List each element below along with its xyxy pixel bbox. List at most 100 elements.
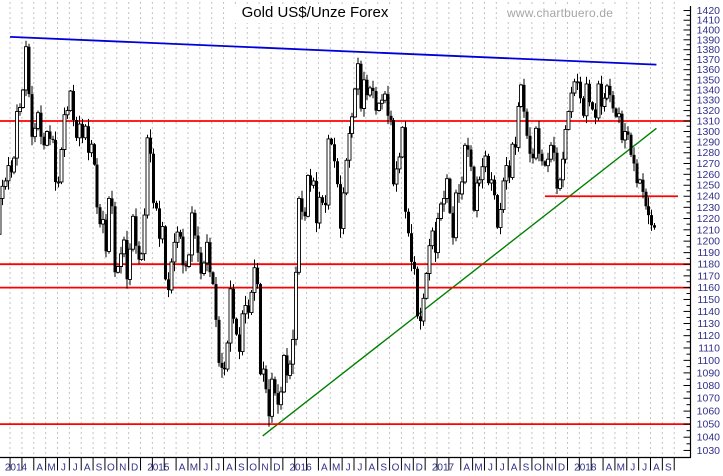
y-tick-label: 1290 [697, 137, 721, 149]
y-tick-label: 1410 [697, 15, 721, 27]
candle-bodies-down [10, 46, 656, 417]
y-tick-label: 1310 [697, 116, 721, 128]
x-month-label: J [642, 463, 647, 474]
y-tick-label: 1220 [697, 213, 721, 225]
y-tick-label: 1180 [697, 259, 720, 271]
y-tick-label: 1090 [697, 367, 721, 379]
x-month-label: A [84, 463, 91, 474]
x-month-label: J [215, 463, 220, 474]
x-month-label: D [273, 463, 280, 474]
x-month-label: A [368, 463, 375, 474]
grid-layer [9, 2, 675, 458]
y-tick-label: 1280 [697, 147, 721, 159]
x-month-label: O [249, 463, 257, 474]
x-month-label: A [226, 463, 233, 474]
y-tick-label: 1270 [697, 158, 721, 170]
x-month-label: N [546, 463, 553, 474]
axes-layer [0, 6, 692, 471]
x-month-label: J [357, 463, 362, 474]
candle-bodies-up [0, 46, 642, 417]
y-tick-label: 1080 [697, 380, 721, 392]
x-month-label: M [617, 463, 625, 474]
y-tick-label: 1040 [697, 432, 721, 444]
y-tick-label: 1130 [697, 318, 720, 330]
x-month-label: N [119, 463, 126, 474]
x-month-label: J [488, 463, 493, 474]
x-month-label: A [511, 463, 518, 474]
y-tick-label: 1140 [697, 306, 720, 318]
y-tick-label: 1330 [697, 95, 721, 107]
y-tick-label: 1150 [697, 294, 720, 306]
x-year-label: 2018 [574, 463, 597, 474]
y-tick-label: 1400 [697, 24, 721, 36]
x-month-label: D [131, 463, 138, 474]
x-month-label: O [534, 463, 542, 474]
x-month-label: A [179, 463, 186, 474]
x-month-label: S [665, 463, 672, 474]
y-tick-label: 1100 [697, 355, 720, 367]
x-month-label: D [416, 463, 423, 474]
x-month-label: N [404, 463, 411, 474]
x-month-label: S [96, 463, 103, 474]
y-tick-label: 1110 [698, 342, 720, 354]
x-month-label: M [190, 463, 198, 474]
x-month-label: J [73, 463, 78, 474]
x-month-label: M [47, 463, 55, 474]
x-month-label: A [463, 463, 470, 474]
y-tick-label: 1070 [697, 393, 721, 405]
x-month-label: S [380, 463, 387, 474]
chart-title: Gold US$/Unze Forex [231, 4, 399, 23]
y-tick-label: 1420 [697, 5, 721, 17]
candles-layer [0, 40, 656, 427]
y-tick-label: 1240 [697, 191, 721, 203]
y-tick-label: 1030 [697, 445, 721, 457]
y-tick-label: 1190 [697, 247, 720, 259]
x-month-label: J [203, 463, 208, 474]
trendline-ascending-support [262, 127, 657, 437]
x-month-label: O [107, 463, 115, 474]
x-month-label: M [474, 463, 482, 474]
y-tick-label: 1320 [697, 105, 721, 117]
x-month-label: A [653, 463, 660, 474]
y-tick-label: 1170 [697, 270, 720, 282]
x-month-label: J [630, 463, 635, 474]
y-tick-label: 1230 [697, 202, 721, 214]
x-month-label: A [321, 463, 328, 474]
x-month-label: A [606, 463, 613, 474]
y-axis-labels: 1030104010501060107010801090110011101120… [697, 5, 721, 457]
y-tick-label: 1340 [697, 84, 721, 96]
y-tick-label: 1260 [697, 169, 721, 181]
x-month-label: J [500, 463, 505, 474]
x-year-label: 2015 [147, 463, 170, 474]
x-month-label: J [61, 463, 66, 474]
y-tick-label: 1300 [697, 126, 721, 138]
watermark: www.chartbuero.de [504, 6, 617, 22]
x-month-label: S [523, 463, 530, 474]
y-tick-label: 1060 [697, 406, 721, 418]
y-tick-label: 1390 [697, 34, 721, 46]
trendlines-layer [10, 35, 657, 437]
y-tick-label: 1160 [697, 282, 720, 294]
x-month-label: O [392, 463, 400, 474]
x-month-label: M [332, 463, 340, 474]
x-month-label: N [261, 463, 268, 474]
y-tick-label: 1120 [697, 330, 720, 342]
candle-wicks [0, 40, 655, 427]
y-tick-label: 1050 [697, 419, 721, 431]
x-axis-labels: 2014 A M J J A S O N D 2015 A M J J A S O N D 2016 A M J J A S O N D 2… [5, 463, 672, 474]
x-month-label: A [36, 463, 43, 474]
y-tick-label: 1250 [697, 180, 721, 192]
x-year-label: 2016 [290, 463, 313, 474]
x-month-label: J [346, 463, 351, 474]
y-tick-label: 1210 [697, 224, 721, 236]
x-month-label: D [558, 463, 565, 474]
x-year-label: 2017 [432, 463, 455, 474]
y-tick-label: 1370 [697, 54, 721, 66]
y-tick-label: 1200 [697, 236, 721, 248]
trendline-descending-resistance [10, 35, 657, 66]
y-tick-label: 1360 [697, 64, 721, 76]
y-tick-label: 1350 [697, 74, 721, 86]
x-month-label: S [238, 463, 245, 474]
